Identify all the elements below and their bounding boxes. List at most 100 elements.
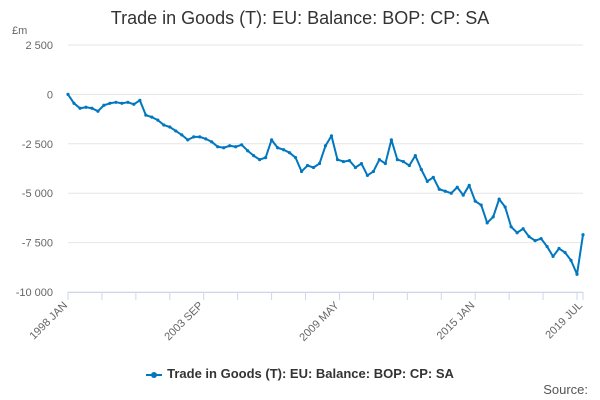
x-tick-label: 2019 JUL xyxy=(543,300,585,342)
data-point xyxy=(527,235,531,239)
data-point xyxy=(473,199,477,203)
data-point xyxy=(539,237,543,241)
data-point xyxy=(287,151,292,155)
legend-item[interactable]: Trade in Goods (T): EU: Balance: BOP: CP… xyxy=(0,366,600,381)
data-point xyxy=(126,100,130,104)
data-point xyxy=(347,158,352,163)
data-point xyxy=(455,185,459,189)
data-point xyxy=(78,106,82,110)
data-point xyxy=(228,144,232,148)
data-point xyxy=(425,179,429,183)
data-point xyxy=(270,138,274,142)
data-point xyxy=(461,193,465,197)
data-point xyxy=(515,231,519,235)
data-point xyxy=(102,103,106,107)
data-point xyxy=(120,101,124,105)
legend-label: Trade in Goods (T): EU: Balance: BOP: CP… xyxy=(167,366,454,381)
data-point xyxy=(186,138,190,142)
data-point xyxy=(252,154,256,158)
data-point xyxy=(341,159,346,164)
data-point xyxy=(491,215,495,219)
y-tick-label: -10 000 xyxy=(16,287,53,299)
data-point xyxy=(335,158,340,162)
data-point xyxy=(305,163,310,168)
data-point xyxy=(156,118,160,122)
data-point xyxy=(365,173,370,178)
y-tick-label: -2 500 xyxy=(22,139,53,151)
data-point xyxy=(138,98,142,102)
data-point xyxy=(258,158,262,162)
data-point xyxy=(407,163,411,168)
data-point xyxy=(114,100,118,104)
data-point xyxy=(216,145,220,149)
data-point xyxy=(557,246,561,251)
data-point xyxy=(353,165,358,170)
data-point xyxy=(198,135,202,139)
y-tick-label: -5 000 xyxy=(22,188,53,200)
data-point xyxy=(317,161,322,166)
data-point xyxy=(234,145,238,149)
x-tick-label: 2003 SEP xyxy=(162,300,206,344)
data-point xyxy=(479,203,483,207)
data-point xyxy=(174,129,178,133)
data-point xyxy=(275,146,280,150)
data-point xyxy=(497,197,501,201)
data-point xyxy=(299,169,304,174)
data-point xyxy=(222,146,226,150)
data-point xyxy=(509,225,513,229)
x-tick-label: 1998 JAN xyxy=(27,300,70,343)
data-point xyxy=(563,250,567,255)
x-tick-label: 2015 JAN xyxy=(435,300,478,343)
y-tick-label: 2 500 xyxy=(25,40,53,52)
data-point xyxy=(293,156,298,160)
data-point xyxy=(281,148,286,152)
data-point xyxy=(521,227,525,231)
data-point xyxy=(323,144,328,148)
data-point xyxy=(413,154,417,158)
data-point xyxy=(389,138,393,142)
data-point xyxy=(180,133,184,137)
data-point xyxy=(467,183,471,187)
data-point xyxy=(329,134,334,138)
data-point xyxy=(84,105,88,109)
data-point xyxy=(485,221,489,225)
series-line xyxy=(67,93,584,276)
data-point xyxy=(246,149,250,153)
data-point xyxy=(443,189,447,193)
y-axis-unit: £m xyxy=(12,25,28,37)
data-point xyxy=(377,158,381,162)
data-point xyxy=(533,239,537,243)
data-point xyxy=(264,156,268,160)
data-point xyxy=(132,102,136,106)
data-point xyxy=(395,158,399,162)
data-point xyxy=(311,165,316,170)
data-point xyxy=(90,106,94,110)
data-point xyxy=(150,115,154,119)
data-point xyxy=(449,191,453,195)
data-point xyxy=(108,101,112,105)
source-label: Source: xyxy=(543,382,588,397)
data-point xyxy=(371,169,376,174)
data-point xyxy=(569,258,573,262)
x-tick-label: 2009 MAY xyxy=(297,299,342,344)
legend-line-icon xyxy=(146,371,163,378)
data-point xyxy=(437,187,441,191)
data-point xyxy=(168,125,172,129)
data-point xyxy=(240,143,244,147)
chart-title: Trade in Goods (T): EU: Balance: BOP: CP… xyxy=(110,8,490,28)
data-point xyxy=(401,159,405,164)
data-point xyxy=(545,244,549,249)
data-point xyxy=(431,175,435,179)
data-point xyxy=(551,254,555,259)
y-tick-label: 0 xyxy=(47,89,53,101)
data-point xyxy=(503,205,507,209)
data-point xyxy=(359,161,364,166)
data-point xyxy=(96,109,100,113)
data-point xyxy=(419,167,423,172)
data-point xyxy=(575,272,579,276)
data-point xyxy=(72,101,76,105)
data-point xyxy=(383,161,387,166)
data-point xyxy=(162,123,166,127)
